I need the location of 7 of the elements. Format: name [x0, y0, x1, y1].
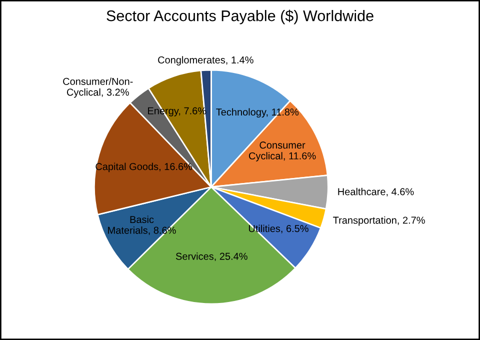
slice-label: Services, 25.4%	[176, 252, 248, 262]
chart-title: Sector Accounts Payable ($) Worldwide	[106, 10, 374, 24]
slice-label: Healthcare, 4.6%	[338, 188, 414, 196]
slice-label: Consumer Cyclical, 11.6%	[248, 142, 316, 162]
slice-label: Transportation, 2.7%	[333, 216, 425, 226]
slice-label: Consumer/Non-Cyclical, 3.2%	[63, 78, 133, 98]
slice-label: Conglomerates, 1.4%	[158, 56, 254, 66]
